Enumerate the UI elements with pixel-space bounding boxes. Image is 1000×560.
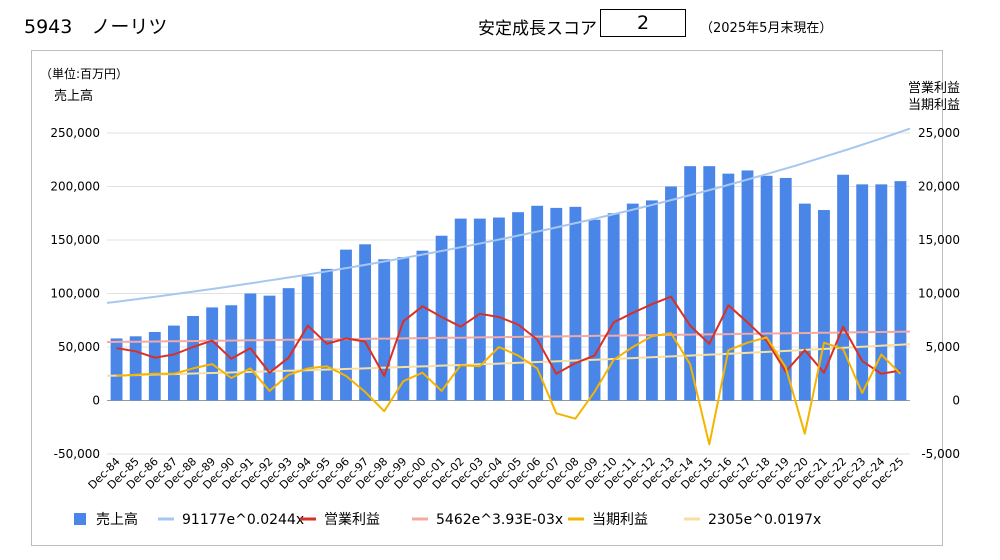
bar-Dec-92 bbox=[263, 295, 276, 401]
bar-Dec-87 bbox=[167, 325, 180, 401]
y-left-tick-label: 200,000 bbox=[50, 180, 100, 194]
bar-Dec-16 bbox=[722, 173, 735, 401]
unit-note: （単位:百万円） bbox=[40, 66, 128, 81]
y-left-tick-label: 0 bbox=[92, 394, 100, 408]
bar-Dec-04 bbox=[493, 217, 505, 401]
bar-Dec-86 bbox=[148, 332, 161, 401]
bar-Dec-91 bbox=[244, 293, 257, 401]
bar-Dec-00 bbox=[416, 250, 429, 401]
score-value-box: 2 bbox=[600, 9, 686, 37]
y-right-tick-label: 15,000 bbox=[918, 233, 960, 247]
bar-Dec-85 bbox=[129, 336, 142, 401]
bar-Dec-10 bbox=[607, 213, 620, 401]
bar-Dec-90 bbox=[225, 305, 238, 401]
trendline-91177e^0.0244x bbox=[106, 127, 911, 304]
bar-Dec-93 bbox=[282, 288, 295, 401]
bar-Dec-89 bbox=[206, 307, 219, 401]
bar-Dec-19 bbox=[779, 177, 792, 401]
bar-Dec-15 bbox=[703, 166, 716, 401]
y-right-title: 営業利益 bbox=[908, 80, 960, 96]
y-left-title: 売上高 bbox=[54, 88, 93, 104]
bar-Dec-99 bbox=[397, 257, 410, 401]
y-left-tick-label: 50,000 bbox=[58, 340, 100, 354]
bar-Dec-25 bbox=[894, 181, 907, 401]
bar-Dec-11 bbox=[626, 203, 639, 401]
bar-Dec-22 bbox=[837, 174, 850, 401]
bar-Dec-07 bbox=[550, 207, 563, 401]
chart-frame bbox=[31, 50, 943, 546]
bar-Dec-21 bbox=[818, 210, 830, 401]
y-right-tick-label: 5,000 bbox=[926, 340, 960, 354]
bar-Dec-02 bbox=[454, 218, 467, 401]
bar-Dec-06 bbox=[531, 205, 544, 401]
bar-Dec-14 bbox=[684, 166, 697, 401]
y-right-tick-label: 20,000 bbox=[918, 180, 960, 194]
score-label: 安定成長スコア bbox=[478, 19, 597, 39]
bar-Dec-13 bbox=[665, 186, 677, 401]
bar-Dec-94 bbox=[301, 276, 314, 401]
trendline-5462e^3.93E-03x bbox=[106, 330, 911, 344]
bar-Dec-97 bbox=[359, 244, 372, 401]
bar-Dec-18 bbox=[760, 175, 773, 401]
line-営業利益 bbox=[116, 295, 901, 377]
page-title: 5943 ノーリツ bbox=[24, 16, 168, 38]
bar-Dec-05 bbox=[512, 212, 524, 401]
bar-Dec-12 bbox=[645, 200, 658, 401]
y-left-tick-label: 150,000 bbox=[50, 233, 100, 247]
legend-label-5462e^3.93E-03x: 5462e^3.93E-03x bbox=[436, 512, 563, 528]
legend-label-当期利益: 当期利益 bbox=[592, 512, 648, 528]
bar-Dec-98 bbox=[378, 259, 391, 401]
y-left-tick-label: 250,000 bbox=[50, 126, 100, 140]
as-of-date: （2025年5月末現在） bbox=[700, 21, 833, 36]
legend-swatch-売上高 bbox=[74, 513, 86, 525]
bar-Dec-17 bbox=[741, 170, 754, 401]
y-right-tick-label: -5,000 bbox=[921, 447, 960, 461]
bar-Dec-23 bbox=[856, 184, 869, 401]
bar-Dec-95 bbox=[320, 268, 333, 401]
line-当期利益 bbox=[116, 332, 902, 446]
bar-Dec-08 bbox=[569, 206, 582, 401]
y-right-title: 当期利益 bbox=[908, 98, 960, 113]
legend-label-91177e^0.0244x: 91177e^0.0244x bbox=[182, 512, 304, 528]
bar-Dec-24 bbox=[875, 184, 888, 401]
bar-Dec-88 bbox=[187, 315, 199, 401]
y-left-tick-label: 100,000 bbox=[50, 287, 100, 301]
legend-label-営業利益: 営業利益 bbox=[324, 512, 380, 528]
bar-Dec-84 bbox=[110, 338, 123, 401]
bar-Dec-09 bbox=[588, 219, 601, 401]
y-right-tick-label: 0 bbox=[952, 394, 960, 408]
bar-Dec-96 bbox=[340, 249, 352, 401]
legend-label-2305e^0.0197x: 2305e^0.0197x bbox=[708, 512, 821, 528]
bar-Dec-20 bbox=[798, 203, 811, 401]
bar-Dec-03 bbox=[473, 218, 486, 401]
legend-label-売上高: 売上高 bbox=[96, 511, 138, 528]
y-right-tick-label: 10,000 bbox=[918, 287, 960, 301]
y-left-tick-label: -50,000 bbox=[54, 447, 100, 461]
y-right-tick-label: 25,000 bbox=[918, 126, 960, 140]
